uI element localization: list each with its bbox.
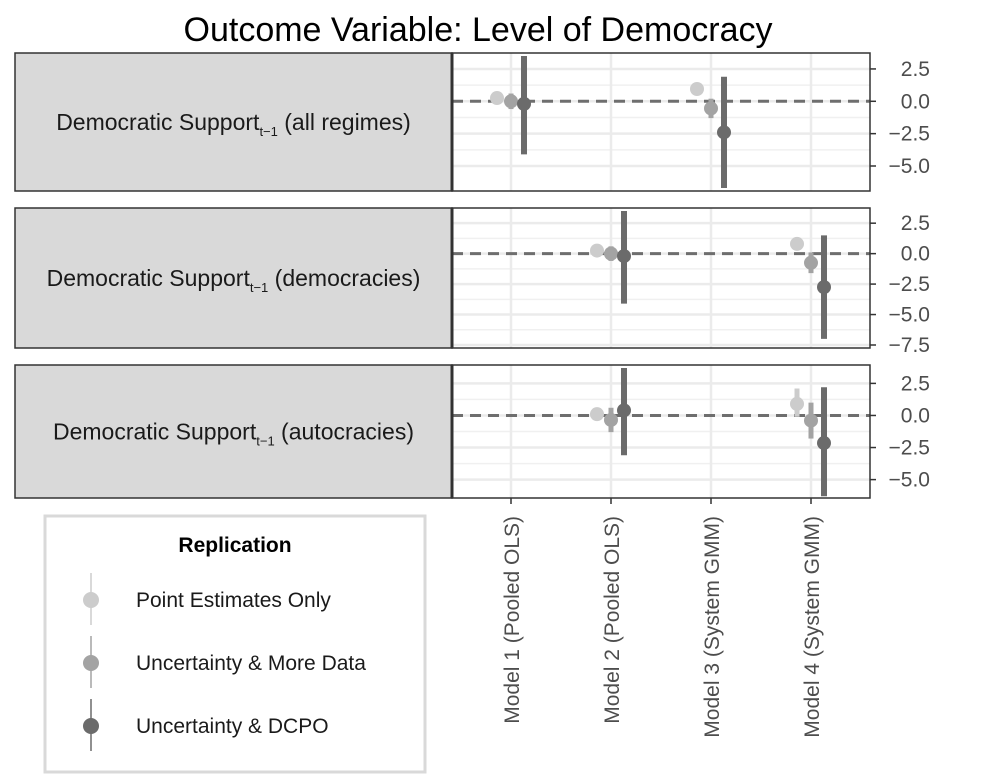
y-tick-label: −7.5 — [889, 334, 930, 357]
panel-label-main: Democratic Support — [56, 109, 260, 135]
point-estimate — [590, 407, 604, 422]
y-tick-label: 0.0 — [901, 404, 930, 427]
panel-strip — [14, 52, 453, 192]
panel-2: Democratic Supportt−1 (democracies) 2.5 0.… — [14, 207, 930, 357]
panel-label: Democratic Supportt−1 (autocracies) — [53, 419, 414, 449]
point-estimate — [804, 255, 818, 270]
panel-strip — [14, 207, 453, 349]
point-estimate — [704, 101, 718, 116]
plot-border — [451, 52, 871, 192]
point-estimate — [817, 280, 831, 295]
point-estimate — [817, 436, 831, 451]
y-tick-label: −2.5 — [889, 123, 930, 146]
y-tick-label: −2.5 — [889, 437, 930, 460]
panel-label-tail: (all regimes) — [278, 109, 411, 135]
panel-label-subscript: t−1 — [250, 280, 268, 295]
panel-label-subscript: t−1 — [256, 434, 274, 449]
point-estimate — [604, 246, 618, 261]
x-tick-label: Model 4 (System GMM) — [801, 516, 824, 738]
panel-label-main: Democratic Support — [47, 265, 251, 291]
x-tick-label: Model 3 (System GMM) — [701, 516, 724, 738]
plot-border — [451, 207, 871, 349]
plot-border — [451, 364, 871, 499]
point-estimate — [604, 412, 618, 427]
panel-label: Democratic Supportt−1 (democracies) — [47, 265, 421, 295]
point-estimate — [617, 249, 631, 264]
y-tick-label: 2.5 — [901, 58, 930, 81]
panel-strip — [14, 364, 453, 499]
y-tick-label: 0.0 — [901, 90, 930, 113]
legend-key-point — [83, 655, 99, 671]
panel-3: Democratic Supportt−1 (autocracies) 2.5 0.… — [14, 364, 930, 499]
point-estimate — [717, 125, 731, 140]
legend-box — [43, 514, 427, 774]
legend-key-point — [83, 592, 99, 608]
panel-label-subscript: t−1 — [259, 124, 277, 139]
legend-label: Uncertainty & More Data — [136, 652, 366, 675]
y-tick-label: −5.0 — [889, 469, 930, 492]
point-estimate — [804, 413, 818, 428]
panel-label: Democratic Supportt−1 (all regimes) — [56, 109, 411, 139]
legend-title: Replication — [178, 534, 291, 557]
plot-area — [452, 208, 870, 348]
point-estimate — [690, 82, 704, 96]
point-estimate — [790, 396, 804, 411]
legend: Replication Point Estimates Only Uncertain… — [43, 514, 427, 774]
y-tick-label: −2.5 — [889, 273, 930, 296]
y-tick-label: 2.5 — [901, 372, 930, 395]
point-estimate — [590, 243, 604, 258]
plot-area — [452, 53, 870, 191]
panel-1: Democratic Supportt−1 (all regimes) 2.5 0.… — [14, 52, 930, 192]
legend-label: Point Estimates Only — [136, 589, 331, 612]
panel-label-tail: (democracies) — [268, 265, 420, 291]
point-estimate — [490, 91, 504, 106]
y-tick-label: 0.0 — [901, 243, 930, 266]
y-tick-label: −5.0 — [889, 155, 930, 178]
y-tick-label: 2.5 — [901, 212, 930, 235]
legend-label: Uncertainty & DCPO — [136, 715, 329, 738]
x-tick-label: Model 2 (Pooled OLS) — [601, 516, 624, 724]
chart-title: Outcome Variable: Level of Democracy — [184, 11, 773, 49]
point-estimate — [517, 96, 531, 111]
legend-key-point — [83, 718, 99, 734]
point-estimate — [617, 403, 631, 418]
panel-label-main: Democratic Support — [53, 419, 257, 445]
y-tick-label: −5.0 — [889, 304, 930, 327]
point-estimate — [504, 94, 518, 109]
point-estimate — [790, 236, 804, 251]
panel-label-tail: (autocracies) — [275, 419, 414, 445]
x-axis: Model 1 (Pooled OLS) Model 2 (Pooled OLS)… — [501, 498, 824, 738]
x-tick-label: Model 1 (Pooled OLS) — [501, 516, 524, 724]
